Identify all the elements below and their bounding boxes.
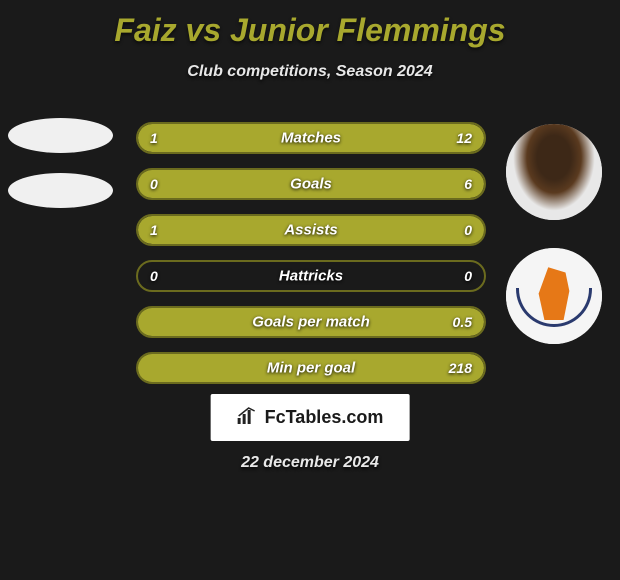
- stat-label: Assists: [284, 222, 337, 239]
- stat-row: 0 Hattricks 0: [136, 260, 486, 292]
- stat-row: 1 Assists 0: [136, 214, 486, 246]
- watermark-badge: FcTables.com: [211, 394, 410, 441]
- stat-row: 1 Matches 12: [136, 122, 486, 154]
- stat-value-right: 0: [464, 222, 472, 238]
- left-player-avatars: [8, 118, 113, 228]
- stat-label: Matches: [281, 130, 341, 147]
- stat-value-left: 0: [150, 268, 158, 284]
- team-logo: [506, 248, 602, 344]
- stat-label: Goals: [290, 176, 332, 193]
- stats-comparison-chart: 1 Matches 12 0 Goals 6 1 Assists 0 0 Hattricks 0 Goa…: [136, 122, 486, 398]
- stat-value-left: 1: [150, 130, 158, 146]
- stat-row: 0 Goals 6: [136, 168, 486, 200]
- date-label: 22 december 2024: [241, 454, 379, 472]
- stat-value-right: 0: [464, 268, 472, 284]
- stat-label: Min per goal: [267, 360, 355, 377]
- page-title: Faiz vs Junior Flemmings: [0, 0, 620, 49]
- stat-value-right: 218: [449, 360, 472, 376]
- stat-value-left: 1: [150, 222, 158, 238]
- stat-value-right: 12: [456, 130, 472, 146]
- subtitle: Club competitions, Season 2024: [0, 63, 620, 81]
- stat-value-right: 6: [464, 176, 472, 192]
- player-face-icon: [506, 124, 602, 220]
- player-avatar-placeholder: [8, 118, 113, 153]
- stat-label: Goals per match: [252, 314, 370, 331]
- chart-icon: [237, 406, 259, 429]
- stat-row: Min per goal 218: [136, 352, 486, 384]
- watermark-text: FcTables.com: [265, 407, 384, 428]
- stat-value-left: 0: [150, 176, 158, 192]
- player-avatar: [506, 124, 602, 220]
- team-logo-icon: [506, 248, 602, 344]
- stat-label: Hattricks: [279, 268, 343, 285]
- stat-value-right: 0.5: [453, 314, 472, 330]
- right-player-avatars: [506, 124, 602, 372]
- stat-row: Goals per match 0.5: [136, 306, 486, 338]
- team-avatar-placeholder: [8, 173, 113, 208]
